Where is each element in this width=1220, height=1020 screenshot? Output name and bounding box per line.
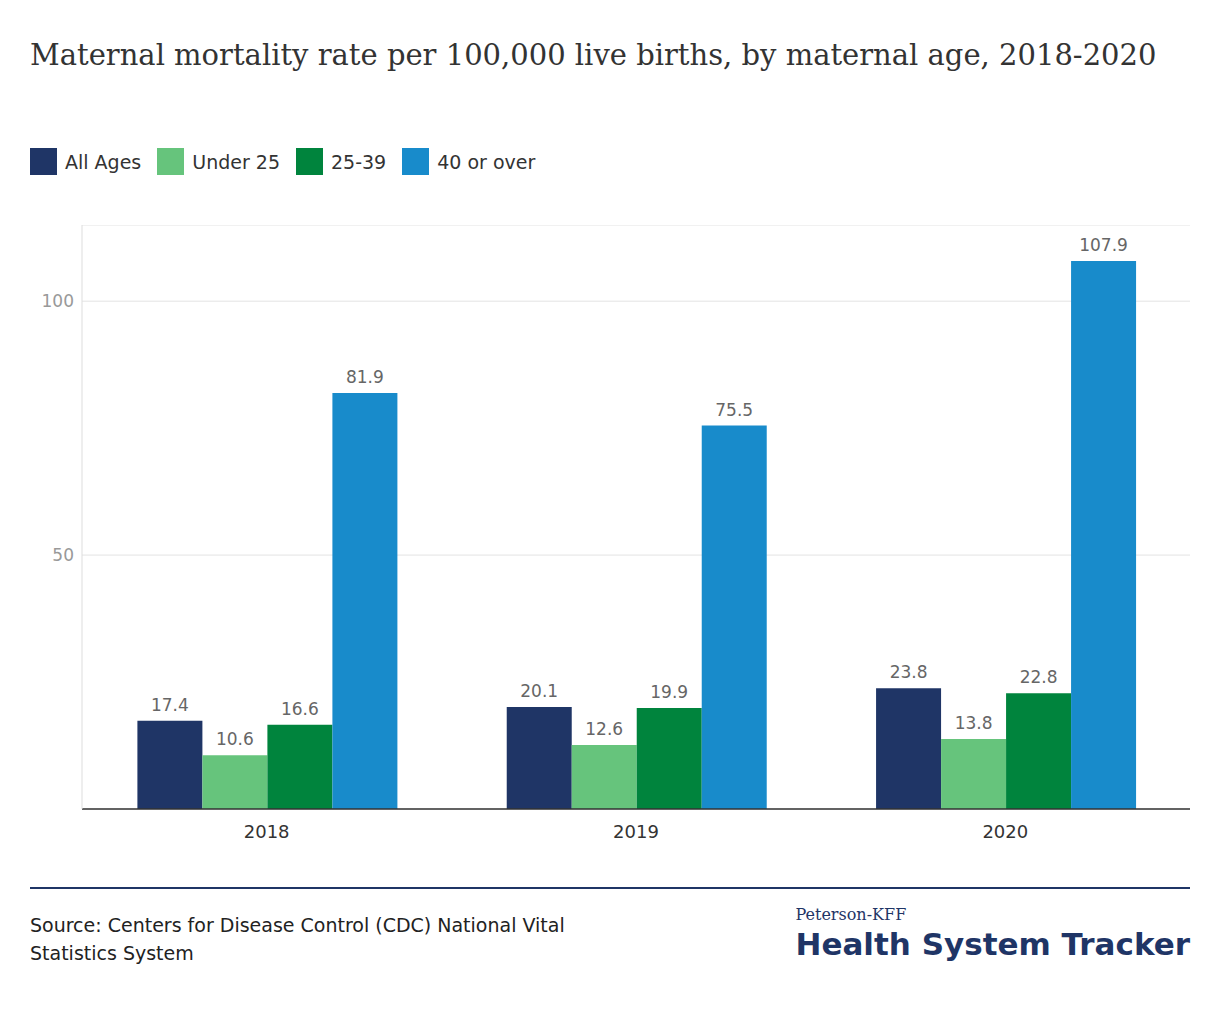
svg-text:19.9: 19.9: [650, 682, 688, 702]
svg-text:107.9: 107.9: [1079, 235, 1128, 255]
html-text:25-39: 25-39: [331, 150, 387, 173]
html-text:Health System Tracker: Health System Tracker: [795, 926, 1190, 962]
html-text:All Ages: All Ages: [65, 150, 142, 173]
svg-text:22.8: 22.8: [1020, 667, 1058, 687]
html-text:Under 25: Under 25: [192, 150, 280, 173]
svg-text:23.8: 23.8: [890, 662, 928, 682]
html-text:40 or over: 40 or over: [437, 150, 536, 173]
svg-text:20.1: 20.1: [520, 681, 558, 701]
svg-text:16.6: 16.6: [281, 699, 319, 719]
svg-text:100: 100: [42, 291, 74, 311]
svg-text:10.6: 10.6: [216, 729, 254, 749]
svg-text:2018: 2018: [244, 821, 290, 842]
svg-text:81.9: 81.9: [346, 367, 384, 387]
svg-text:17.4: 17.4: [151, 695, 189, 715]
svg-text:75.5: 75.5: [715, 400, 753, 420]
svg-text:2019: 2019: [613, 821, 659, 842]
html-text:Peterson-KFF: Peterson-KFF: [795, 905, 907, 924]
html-text:Maternal mortality rate per 10: Maternal mortality rate per 100,000 live…: [30, 38, 1157, 72]
svg-text:13.8: 13.8: [955, 713, 993, 733]
svg-text:12.6: 12.6: [585, 719, 623, 739]
svg-text:50: 50: [52, 545, 74, 565]
html-text:Source: Centers for Disease Co: Source: Centers for Disease Control (CDC…: [30, 914, 565, 964]
svg-text:2020: 2020: [982, 821, 1028, 842]
